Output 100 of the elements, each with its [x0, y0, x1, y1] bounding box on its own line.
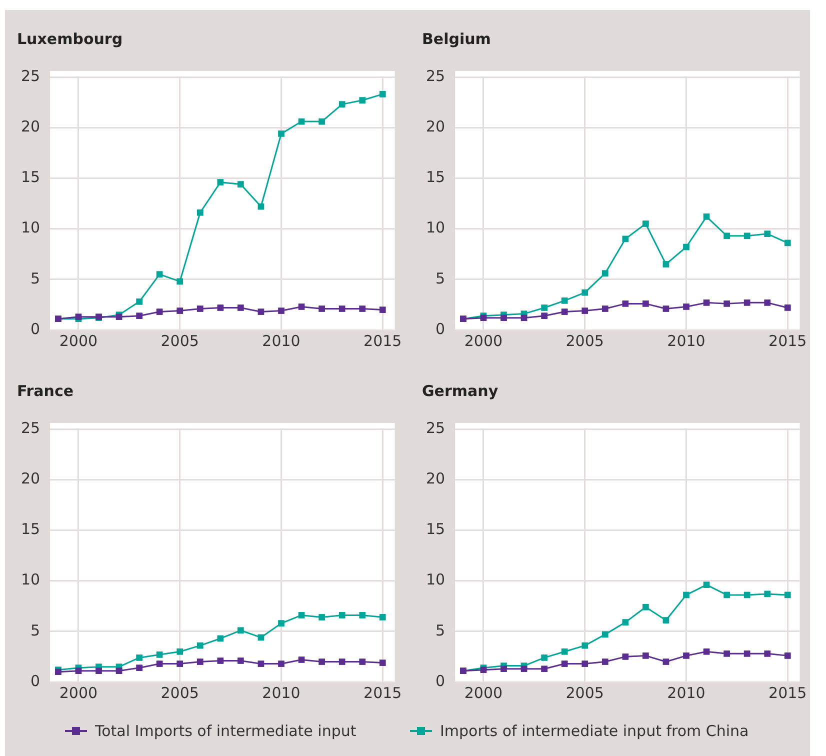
point: [298, 304, 305, 310]
point: [744, 232, 750, 240]
point: [136, 298, 142, 305]
x-tick-label: 2005: [160, 332, 199, 350]
point: [561, 660, 568, 667]
point: [298, 656, 305, 663]
x-tick-label: 2010: [262, 332, 300, 350]
point: [541, 666, 548, 672]
point: [744, 592, 750, 598]
y-tick-label: 25: [20, 66, 40, 85]
point: [784, 652, 791, 659]
point: [764, 299, 771, 306]
point: [338, 612, 346, 618]
point: [379, 91, 386, 98]
point: [116, 314, 122, 320]
point: [724, 650, 730, 657]
y-tick-label: 20: [20, 117, 40, 136]
y-tick-label: 0: [436, 672, 446, 690]
point: [278, 308, 284, 314]
point: [75, 668, 82, 674]
x-tick-label: 2005: [566, 684, 604, 702]
point: [642, 300, 649, 307]
point: [642, 604, 649, 610]
x-tick-label: 2000: [59, 684, 98, 702]
point: [318, 306, 325, 312]
point: [561, 648, 568, 655]
y-tick-label: 25: [20, 418, 40, 437]
x-tick-label: 2010: [667, 332, 706, 350]
y-tick-label: 20: [426, 117, 446, 136]
point: [318, 658, 325, 665]
x-tick-label: 2015: [364, 684, 402, 702]
point: [238, 658, 244, 664]
point: [724, 300, 730, 307]
point: [278, 620, 284, 626]
point: [764, 230, 771, 238]
point: [784, 592, 791, 598]
point: [298, 612, 305, 618]
point: [238, 304, 244, 311]
point: [278, 660, 284, 667]
y-tick-label: 0: [436, 320, 446, 338]
point: [683, 592, 690, 598]
point: [359, 658, 366, 665]
point: [156, 660, 163, 667]
point: [662, 261, 670, 268]
point: [176, 648, 184, 655]
y-tick-label: 0: [30, 672, 40, 690]
point: [724, 232, 730, 240]
point: [196, 642, 204, 649]
chart-title: Germany: [422, 382, 498, 400]
y-tick-label: 5: [436, 621, 446, 640]
y-tick-label: 15: [426, 520, 446, 538]
point: [703, 648, 710, 655]
y-tick-label: 10: [20, 570, 40, 589]
point: [500, 314, 507, 322]
point: [561, 297, 568, 304]
point: [784, 240, 791, 246]
point: [379, 614, 386, 620]
point: [582, 308, 588, 314]
point: [176, 308, 184, 314]
chart-title: France: [17, 382, 74, 400]
point: [136, 664, 142, 672]
point: [724, 592, 730, 598]
point: [520, 666, 528, 672]
legend-label: Imports of intermediate input from China: [440, 722, 749, 740]
point: [196, 209, 204, 216]
x-tick-label: 2015: [364, 332, 402, 350]
x-tick-label: 2000: [464, 684, 503, 702]
point: [196, 658, 204, 665]
point: [642, 220, 649, 227]
point: [744, 299, 750, 306]
point: [318, 118, 325, 125]
point: [703, 299, 710, 306]
point: [561, 308, 568, 315]
point: [784, 304, 791, 311]
point: [359, 97, 366, 104]
point: [602, 658, 608, 665]
x-tick-label: 2010: [667, 684, 706, 702]
y-tick-label: 25: [426, 66, 446, 85]
point: [116, 668, 122, 674]
y-tick-label: 5: [30, 621, 40, 640]
y-tick-label: 15: [20, 168, 40, 186]
point: [136, 312, 142, 320]
point: [217, 179, 224, 186]
point: [744, 650, 750, 657]
chart-title: Belgium: [422, 30, 491, 48]
point: [359, 612, 366, 618]
point: [683, 304, 690, 310]
point: [96, 668, 102, 674]
y-tick-label: 5: [436, 269, 446, 288]
point: [662, 306, 670, 312]
point: [238, 181, 244, 188]
point: [176, 660, 184, 667]
point: [602, 270, 608, 277]
point: [622, 300, 629, 307]
point: [541, 312, 548, 320]
point: [338, 658, 346, 665]
point: [136, 654, 142, 661]
x-tick-label: 2000: [464, 332, 503, 350]
x-tick-label: 2005: [160, 684, 199, 702]
point: [379, 306, 386, 313]
